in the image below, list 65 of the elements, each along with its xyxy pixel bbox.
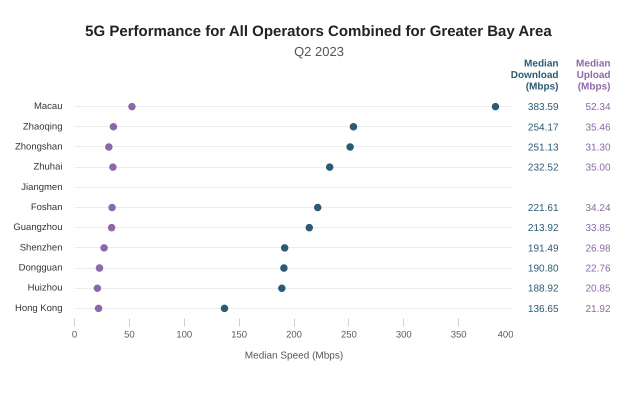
x-tick-label: 300 bbox=[396, 330, 412, 340]
data-label: 52.34 bbox=[585, 102, 611, 114]
point bbox=[278, 284, 286, 292]
data-label: 21.92 bbox=[585, 304, 611, 315]
x-tick-label: 200 bbox=[286, 330, 302, 340]
y-tick-label: Foshan bbox=[30, 202, 62, 213]
point bbox=[108, 204, 116, 212]
x-tick-label: 400 bbox=[498, 330, 514, 340]
data-label: 383.59 bbox=[528, 102, 559, 114]
data-label: 35.00 bbox=[585, 162, 611, 174]
point bbox=[108, 224, 116, 232]
point bbox=[314, 204, 322, 212]
y-tick-label: Shenzhen bbox=[20, 242, 63, 254]
data-label: 251.13 bbox=[528, 142, 559, 154]
point bbox=[109, 163, 117, 171]
point bbox=[306, 224, 314, 232]
data-label: 191.49 bbox=[528, 243, 559, 254]
text: Median Upload (Mbps) bbox=[576, 58, 611, 92]
x-tick-label: 250 bbox=[340, 330, 357, 340]
data-label: 26.98 bbox=[585, 243, 611, 254]
point bbox=[105, 143, 113, 151]
data-label: 22.76 bbox=[585, 264, 611, 275]
data-label: 20.85 bbox=[585, 284, 611, 295]
x-tick-label: 350 bbox=[450, 330, 467, 340]
point bbox=[280, 244, 288, 252]
point bbox=[492, 102, 500, 110]
y-tick-label: Zhaoqing bbox=[22, 121, 63, 132]
point bbox=[94, 304, 102, 312]
x-tick-label: 50 bbox=[124, 330, 135, 340]
data-label: 232.52 bbox=[528, 162, 559, 174]
data-label: 188.92 bbox=[528, 284, 559, 295]
data-label: 33.85 bbox=[585, 223, 611, 234]
series-label: Median Download (Mbps) bbox=[510, 58, 559, 92]
point bbox=[350, 123, 358, 131]
point bbox=[346, 143, 354, 151]
data-label: 136.65 bbox=[528, 304, 559, 315]
point bbox=[96, 264, 104, 272]
point bbox=[94, 284, 102, 292]
y-tick-label: Dongguan bbox=[18, 262, 63, 274]
x-axis-title: Median Speed (Mbps) bbox=[244, 350, 344, 362]
point bbox=[100, 244, 108, 252]
data-label: 213.92 bbox=[528, 223, 559, 234]
y-tick-label: Jiangmen bbox=[21, 182, 63, 193]
point bbox=[220, 304, 228, 312]
point bbox=[128, 102, 136, 110]
y-tick-label: Hong Kong bbox=[14, 302, 63, 314]
point bbox=[110, 123, 118, 131]
y-tick-label: Guangzhou bbox=[13, 222, 62, 234]
data-label: 35.46 bbox=[585, 122, 611, 134]
x-tick-label: 150 bbox=[231, 330, 248, 340]
data-label: 190.80 bbox=[528, 264, 559, 275]
chart-title: 5G Performance for All Operators Combined for Greater Bay Area bbox=[85, 23, 552, 40]
x-tick-label: 100 bbox=[176, 330, 192, 340]
data-label: 221.61 bbox=[528, 203, 559, 214]
y-tick-label: Zhuhai bbox=[33, 162, 63, 173]
data-label: 31.30 bbox=[585, 142, 611, 154]
point bbox=[280, 264, 288, 272]
point bbox=[326, 163, 334, 171]
y-tick-label: Zhongshan bbox=[14, 141, 63, 152]
x-tick-label: 0 bbox=[72, 330, 78, 340]
chart-subtitle: Q2 2023 bbox=[294, 44, 344, 59]
data-label: 34.24 bbox=[585, 203, 611, 214]
y-tick-label: Huizhou bbox=[28, 282, 63, 294]
y-tick-label: Macau bbox=[34, 101, 62, 112]
data-label: 254.17 bbox=[528, 122, 559, 134]
